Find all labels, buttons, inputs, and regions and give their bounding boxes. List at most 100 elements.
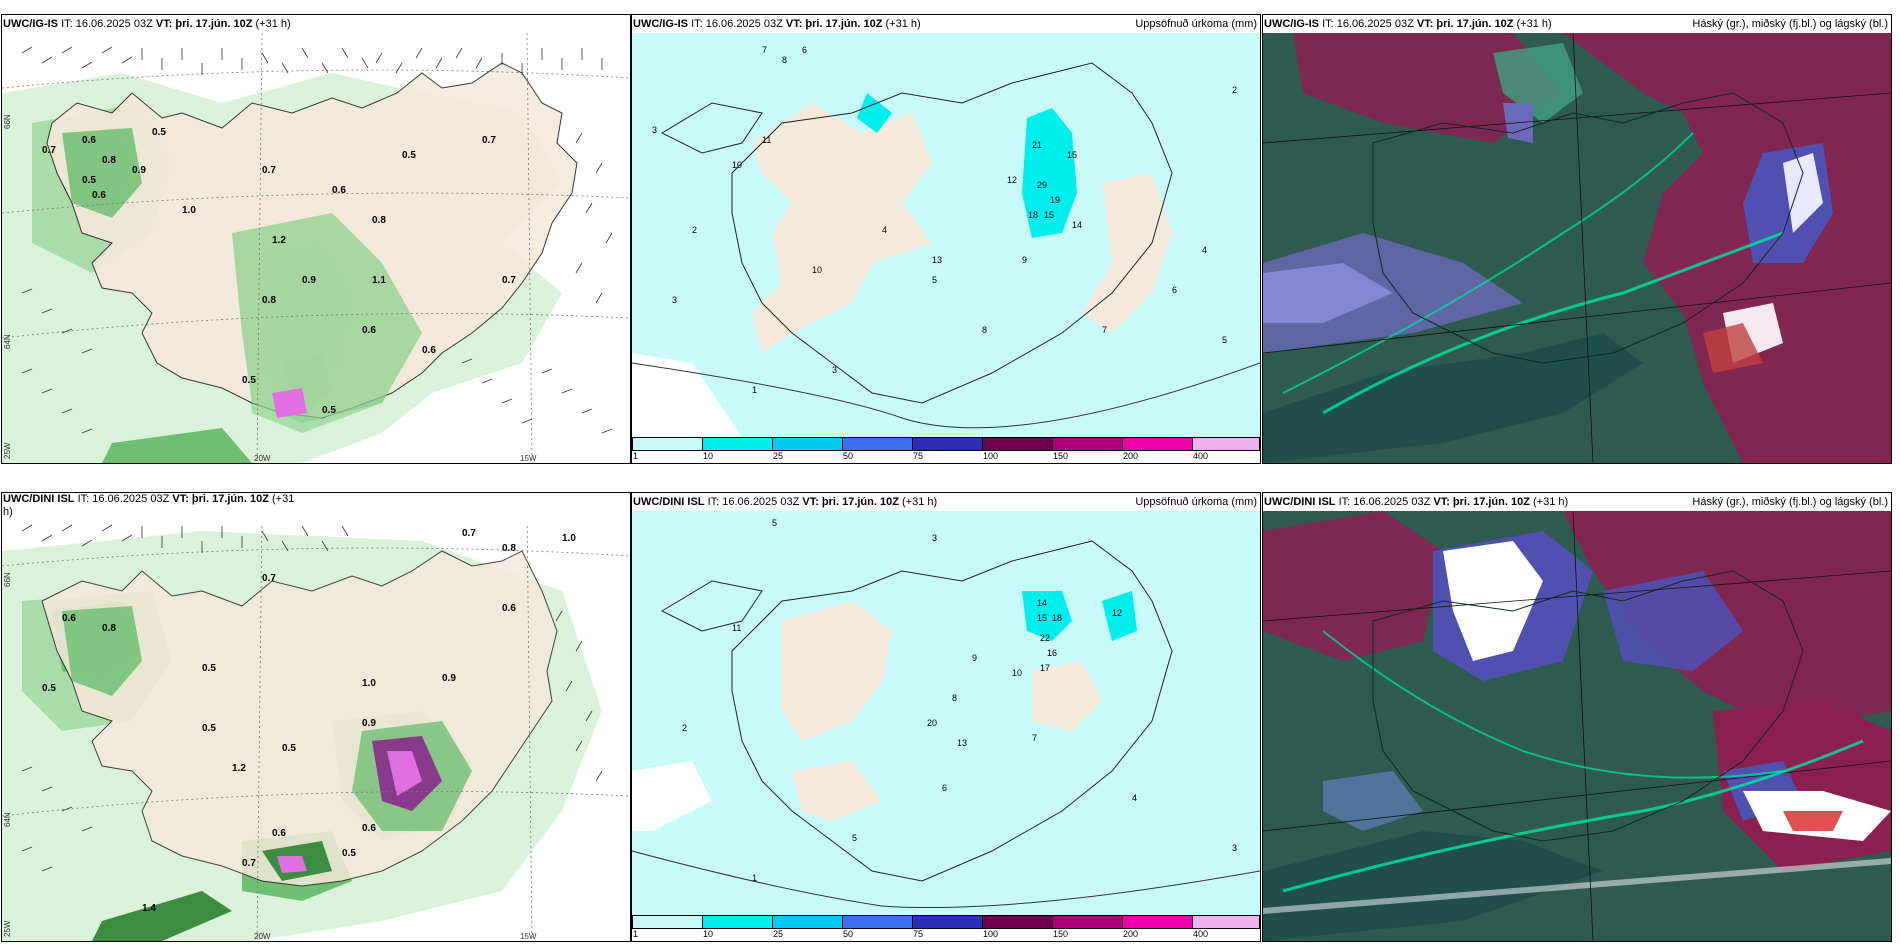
precip-value: 4: [1132, 793, 1137, 803]
panel-header: UWC/DINI ISL IT: 16.06.2025 03Z VT: þri.…: [1263, 493, 1891, 511]
cloud-map-svg: [1263, 33, 1891, 463]
init-time: IT: 16.06.2025 03Z: [77, 493, 170, 505]
precip-value: 3: [1232, 843, 1237, 853]
legend-cell: [632, 437, 703, 451]
wind-map: 0.7 0.6 0.5 0.8 0.9 0.6 0.5 1.0 0.7 0.8 …: [2, 33, 630, 463]
wind-value: 0.6: [82, 135, 96, 146]
wind-value: 0.7: [262, 165, 276, 176]
wind-value: 0.8: [102, 155, 116, 166]
panel-wind-igis: UWC/IG-IS IT: 16.06.2025 03Z VT: þri. 17…: [1, 14, 631, 464]
wind-value: 1.0: [362, 678, 376, 689]
wind-value: 0.8: [502, 543, 516, 554]
legend-label: 10: [703, 929, 714, 939]
wind-value: 0.9: [362, 718, 376, 729]
precip-value: 29: [1037, 180, 1047, 190]
precip-map-svg: 5 3 14 15 18 12 22 16 17 10 9 8 20 13 11…: [632, 511, 1260, 915]
wind-value: 0.5: [42, 683, 56, 694]
precip-value: 3: [652, 125, 657, 135]
precip-legend: 1 10 25 50 75 100 150 200 400: [632, 437, 1260, 463]
precip-value: 6: [1172, 285, 1177, 295]
wind-value: 0.6: [502, 603, 516, 614]
precip-value: 4: [1202, 245, 1207, 255]
wind-value: 0.6: [62, 613, 76, 624]
precip-value: 15: [1037, 613, 1047, 623]
init-time: IT: 16.06.2025 03Z: [1322, 18, 1414, 30]
panel-header: UWC/IG-IS IT: 16.06.2025 03Z VT: þri. 17…: [632, 15, 1260, 33]
wind-value: 0.6: [92, 190, 106, 201]
legend-cell: [912, 915, 983, 929]
legend-cell: [1192, 437, 1260, 451]
wind-value: 0.7: [502, 275, 516, 286]
lat-label: 66N: [3, 114, 12, 129]
panel-precip-igis: UWC/IG-IS IT: 16.06.2025 03Z VT: þri. 17…: [631, 14, 1261, 464]
legend-label: 50: [843, 451, 854, 461]
wind-value: 0.5: [202, 723, 216, 734]
precip-value: 1: [752, 873, 757, 883]
precip-value: 1: [752, 385, 757, 395]
legend-cell: [1122, 437, 1193, 451]
precip-value: 18: [1028, 210, 1038, 220]
precip-value: 3: [932, 533, 937, 543]
valid-time: VT: þri. 17.jún. 10Z: [785, 18, 883, 30]
model-name: UWC/DINI ISL: [633, 496, 705, 508]
precip-value: 8: [782, 55, 787, 65]
wind-value: 0.7: [242, 858, 256, 869]
precip-value: 5: [1222, 335, 1227, 345]
precip-value: 12: [1007, 175, 1017, 185]
legend-label: 200: [1123, 929, 1139, 939]
precip-value: 19: [1050, 195, 1060, 205]
lead-time: (+31 h): [255, 18, 291, 30]
precip-value: 10: [1012, 668, 1022, 678]
legend-label: 50: [843, 929, 854, 939]
precip-value: 9: [972, 653, 977, 663]
panel-title: Háský (gr.), miðský (fj.bl.) og lágský (…: [1692, 18, 1888, 30]
lat-label: 25W: [3, 442, 12, 459]
legend-label: 10: [703, 451, 714, 461]
lon-label: 20W: [254, 454, 271, 463]
legend-label: 400: [1193, 451, 1209, 461]
legend-label: 75: [913, 929, 924, 939]
legend-label: 100: [983, 929, 999, 939]
precip-map: 7 8 6 3 5 10 11 2 3 4 21 15 12 29 19 14 …: [632, 33, 1260, 437]
precip-value: 7: [762, 45, 767, 55]
wind-value: 0.7: [462, 528, 476, 539]
precip-value: 13: [932, 255, 942, 265]
precip-value: 10: [812, 265, 822, 275]
panel-clouds-dini: UWC/DINI ISL IT: 16.06.2025 03Z VT: þri.…: [1262, 492, 1892, 942]
panel-title: Uppsöfnuð úrkoma (mm): [1135, 496, 1257, 508]
precip-value: 7: [1102, 325, 1107, 335]
legend-cell: [1192, 915, 1260, 929]
init-time: IT: 16.06.2025 03Z: [1338, 496, 1431, 508]
precip-value: 14: [1037, 598, 1047, 608]
lead-time: (+31 h): [902, 496, 938, 508]
legend-cell: [1052, 437, 1123, 451]
legend-cell: [772, 437, 843, 451]
precip-value: 16: [1047, 648, 1057, 658]
precip-map: 5 3 14 15 18 12 22 16 17 10 9 8 20 13 11…: [632, 511, 1260, 915]
legend-cell: [912, 437, 983, 451]
legend-cell: [702, 437, 773, 451]
precip-value: 5: [852, 833, 857, 843]
wind-value: 1.2: [272, 235, 286, 246]
panel-header: UWC/IG-IS IT: 16.06.2025 03Z VT: þri. 17…: [2, 15, 630, 33]
precip-value: 9: [1022, 255, 1027, 265]
lat-label: 66N: [3, 572, 12, 587]
lon-label: 15W: [520, 454, 537, 463]
precip-value: 2: [682, 723, 687, 733]
init-time: IT: 16.06.2025 03Z: [61, 18, 153, 30]
legend-cell: [1122, 915, 1193, 929]
legend-label: 100: [983, 451, 999, 461]
wind-value: 0.5: [82, 175, 96, 186]
legend-label: 25: [773, 451, 784, 461]
wind-value: 1.0: [182, 205, 196, 216]
legend-cell: [1052, 915, 1123, 929]
precip-value: 10: [732, 160, 742, 170]
precip-value: 7: [1032, 733, 1037, 743]
wind-value: 0.9: [302, 275, 316, 286]
panel-clouds-igis: UWC/IG-IS IT: 16.06.2025 03Z VT: þri. 17…: [1262, 14, 1892, 464]
valid-time: VT: þri. 17.jún. 10Z: [1416, 18, 1514, 30]
wind-map: 0.7 0.8 1.0 0.6 0.5 0.8 0.9 1.0 0.5 1.2 …: [2, 511, 630, 941]
wind-value: 0.6: [362, 325, 376, 336]
wind-value: 1.1: [372, 275, 386, 286]
lead-time: (+31: [272, 493, 295, 505]
